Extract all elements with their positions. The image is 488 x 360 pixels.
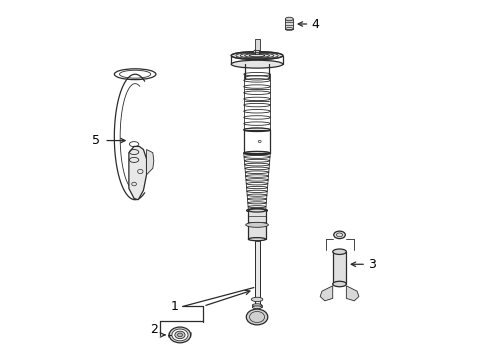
- Text: 5: 5: [92, 134, 100, 147]
- Ellipse shape: [169, 327, 190, 343]
- Polygon shape: [346, 286, 358, 301]
- Ellipse shape: [252, 306, 261, 309]
- Ellipse shape: [175, 331, 184, 339]
- Bar: [252, 305, 261, 307]
- Ellipse shape: [248, 238, 265, 241]
- Ellipse shape: [248, 209, 265, 212]
- Ellipse shape: [177, 333, 182, 337]
- Ellipse shape: [252, 304, 261, 307]
- Text: 4: 4: [310, 18, 319, 31]
- Ellipse shape: [251, 297, 262, 302]
- Bar: [285, 19, 293, 29]
- Text: 3: 3: [367, 258, 375, 271]
- Polygon shape: [146, 149, 154, 175]
- Polygon shape: [129, 147, 146, 200]
- Bar: [254, 241, 259, 304]
- Ellipse shape: [244, 128, 270, 131]
- Bar: [244, 130, 270, 153]
- Bar: [248, 211, 265, 239]
- Ellipse shape: [244, 151, 270, 155]
- Ellipse shape: [332, 249, 346, 255]
- Ellipse shape: [245, 222, 268, 227]
- Ellipse shape: [231, 51, 282, 59]
- Ellipse shape: [171, 329, 187, 341]
- Polygon shape: [320, 286, 332, 301]
- Ellipse shape: [285, 17, 293, 21]
- Ellipse shape: [333, 231, 345, 239]
- Bar: [332, 252, 346, 284]
- Ellipse shape: [246, 309, 267, 325]
- Text: 2: 2: [149, 323, 158, 336]
- Ellipse shape: [253, 50, 260, 54]
- Bar: [254, 39, 259, 50]
- Text: 1: 1: [170, 300, 178, 313]
- Ellipse shape: [231, 60, 282, 68]
- Ellipse shape: [246, 208, 267, 212]
- Ellipse shape: [332, 281, 346, 287]
